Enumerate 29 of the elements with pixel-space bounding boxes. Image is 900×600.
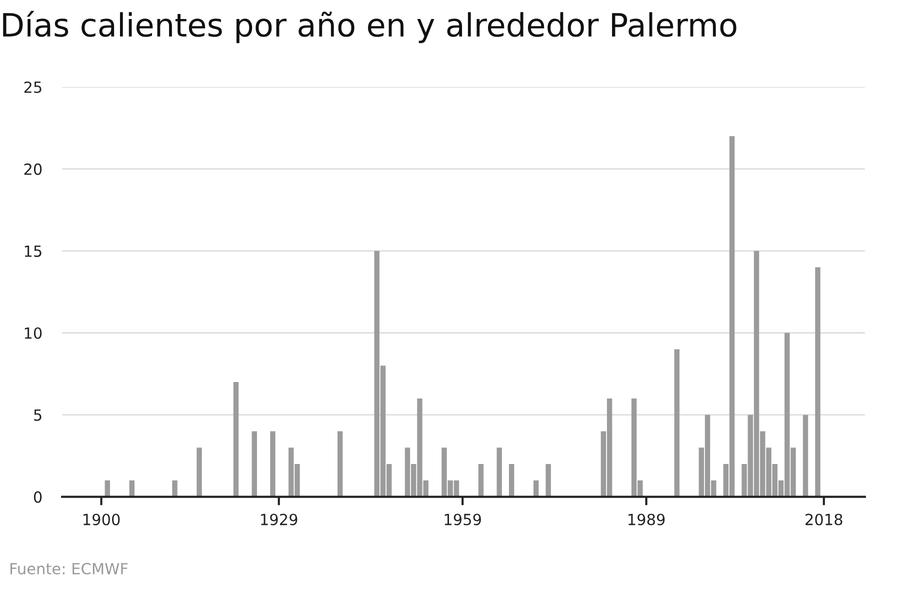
bar — [172, 480, 178, 497]
bar — [496, 448, 502, 497]
bar — [252, 431, 257, 497]
bar — [674, 349, 680, 497]
bar — [233, 382, 239, 497]
y-tick-label: 25 — [24, 81, 42, 94]
y-tick-label: 5 — [34, 410, 42, 421]
bar — [104, 480, 110, 497]
y-tick-label: 20 — [24, 163, 42, 175]
y-tick-label: 15 — [24, 246, 42, 257]
chart-title: Días calientes por año en y alrededor Palermo — [3, 10, 736, 44]
x-tick-label: 1989 — [628, 514, 665, 526]
x-tick-label: 2018 — [806, 514, 842, 526]
x-tick-label: 1900 — [84, 514, 120, 526]
bar — [478, 464, 484, 497]
x-tick-label: 1959 — [444, 514, 481, 526]
bar — [815, 267, 820, 497]
bar — [546, 464, 551, 497]
bar — [802, 414, 808, 497]
y-tick-label: 10 — [24, 327, 42, 339]
source-note: Fuente: ECMWF — [10, 562, 128, 574]
x-tick-label: 1929 — [261, 514, 298, 526]
bar — [270, 431, 276, 497]
bar — [196, 448, 202, 497]
y-tick-label: 0 — [34, 491, 42, 503]
bar — [533, 480, 539, 497]
bar — [338, 431, 343, 497]
bar — [129, 480, 135, 497]
bar — [508, 464, 514, 497]
